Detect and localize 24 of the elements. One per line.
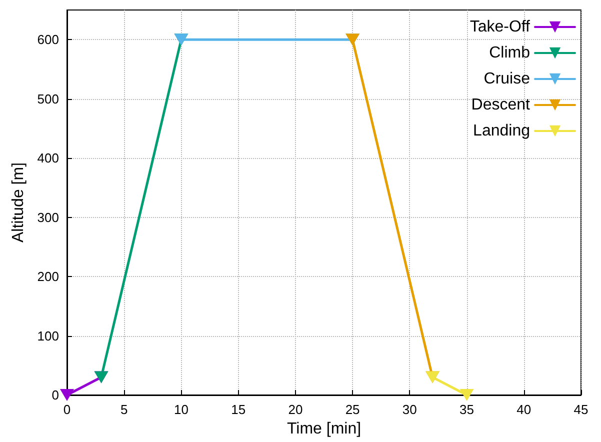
y-tick-label: 600 <box>37 32 59 48</box>
y-tick-label: 0 <box>52 388 59 402</box>
y-tick-label: 100 <box>37 328 59 344</box>
y-tick-label: 200 <box>37 269 59 284</box>
x-tick-label: 35 <box>460 402 474 417</box>
y-tick-label: 300 <box>37 210 59 225</box>
legend-label: Climb <box>489 44 530 62</box>
x-tick-label: 20 <box>288 402 303 417</box>
y-tick-label: 500 <box>37 91 59 106</box>
x-tick-label: 0 <box>63 402 71 417</box>
y-tick-label: 400 <box>37 150 59 166</box>
x-tick-label: 40 <box>516 402 532 417</box>
x-tick-label: 25 <box>345 402 360 417</box>
legend-label: Take-Off <box>470 18 531 36</box>
x-tick-label: 5 <box>120 402 128 417</box>
legend-label: Landing <box>473 122 530 140</box>
x-axis-title: Time [min] <box>286 420 362 438</box>
x-tick-label: 30 <box>402 402 417 417</box>
legend-label: Cruise <box>484 70 530 88</box>
x-tick-label: 10 <box>174 402 188 417</box>
y-axis-title: Altitude [m] <box>10 162 27 243</box>
x-tick-label: 45 <box>574 402 588 417</box>
x-tick-label: 15 <box>231 402 246 417</box>
legend-label: Descent <box>471 96 531 114</box>
